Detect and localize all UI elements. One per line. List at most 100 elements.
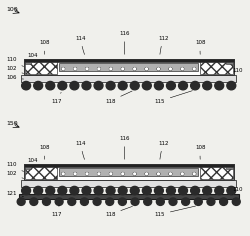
Circle shape [98, 173, 100, 175]
Circle shape [133, 172, 136, 175]
Circle shape [17, 198, 25, 205]
Text: 108: 108 [195, 145, 206, 159]
Circle shape [146, 173, 148, 175]
Circle shape [146, 68, 148, 70]
Circle shape [46, 186, 55, 195]
Circle shape [180, 67, 184, 71]
Circle shape [130, 186, 139, 195]
Text: 110: 110 [232, 67, 243, 72]
Circle shape [22, 186, 30, 195]
Text: 104: 104 [27, 53, 38, 63]
Bar [200, 61, 232, 74]
Circle shape [203, 186, 211, 195]
Circle shape [169, 172, 172, 175]
Circle shape [181, 68, 183, 70]
Circle shape [110, 68, 112, 70]
Circle shape [74, 68, 76, 70]
Text: 114: 114 [75, 36, 86, 55]
Circle shape [118, 186, 127, 195]
Circle shape [207, 198, 215, 205]
Circle shape [178, 81, 188, 90]
Circle shape [131, 198, 139, 205]
Circle shape [227, 81, 236, 90]
Bar [19, 194, 239, 199]
Circle shape [85, 172, 89, 175]
Circle shape [68, 198, 76, 205]
Circle shape [157, 172, 160, 175]
Bar [24, 164, 234, 180]
Circle shape [191, 81, 200, 90]
Circle shape [145, 67, 148, 71]
Text: 112: 112 [158, 36, 168, 54]
Text: 102: 102 [6, 66, 24, 73]
Bar [226, 62, 232, 64]
Bar [21, 180, 236, 187]
Text: 115: 115 [154, 91, 192, 104]
Circle shape [157, 67, 160, 71]
Circle shape [182, 198, 190, 205]
Circle shape [98, 68, 100, 70]
Circle shape [82, 186, 91, 195]
Bar [24, 59, 234, 62]
Circle shape [74, 172, 77, 175]
Text: 102: 102 [6, 171, 24, 178]
Circle shape [191, 186, 200, 195]
Text: 106: 106 [6, 75, 24, 80]
Circle shape [62, 67, 65, 71]
Text: 108: 108 [195, 40, 206, 54]
Bar [25, 62, 31, 64]
Text: 100: 100 [6, 7, 18, 12]
Text: 115: 115 [154, 206, 196, 217]
Circle shape [122, 173, 124, 175]
Bar [24, 59, 234, 75]
Circle shape [169, 198, 177, 205]
Circle shape [142, 81, 151, 90]
Circle shape [166, 81, 175, 90]
Bar [60, 168, 198, 176]
Circle shape [86, 173, 88, 175]
Text: 150: 150 [6, 122, 18, 126]
Circle shape [106, 81, 115, 90]
Circle shape [122, 68, 124, 70]
Circle shape [203, 81, 211, 90]
Circle shape [85, 67, 89, 71]
Circle shape [70, 81, 79, 90]
Circle shape [80, 198, 88, 205]
Circle shape [192, 67, 196, 71]
Circle shape [62, 173, 64, 175]
Text: 108: 108 [40, 40, 50, 54]
Circle shape [134, 68, 136, 70]
Bar [24, 164, 234, 167]
Circle shape [181, 173, 183, 175]
Circle shape [170, 68, 171, 70]
Text: 118: 118 [105, 206, 132, 217]
Circle shape [154, 81, 163, 90]
Circle shape [118, 81, 127, 90]
Circle shape [144, 198, 152, 205]
Bar [21, 75, 236, 82]
Circle shape [94, 81, 103, 90]
Circle shape [46, 81, 55, 90]
Circle shape [166, 186, 175, 195]
Text: 110: 110 [232, 187, 243, 194]
Text: 110: 110 [6, 58, 24, 67]
Circle shape [93, 198, 101, 205]
Circle shape [110, 173, 112, 175]
Text: 117: 117 [52, 205, 62, 217]
Circle shape [180, 172, 184, 175]
Circle shape [134, 173, 136, 175]
Circle shape [142, 186, 151, 195]
Circle shape [133, 67, 136, 71]
Circle shape [130, 81, 139, 90]
Circle shape [169, 67, 172, 71]
Circle shape [74, 173, 76, 175]
Circle shape [121, 172, 124, 175]
Bar [200, 166, 232, 179]
Circle shape [106, 198, 114, 205]
Text: 114: 114 [75, 141, 86, 160]
Circle shape [34, 186, 43, 195]
Circle shape [194, 198, 202, 205]
Text: 116: 116 [120, 31, 130, 54]
Circle shape [58, 81, 67, 90]
Text: 116: 116 [120, 136, 130, 159]
